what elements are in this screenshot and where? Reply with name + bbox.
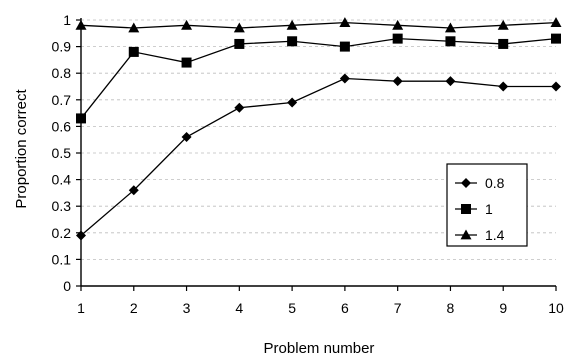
data-point-square xyxy=(551,33,561,44)
y-tick-label: 0.1 xyxy=(52,251,72,267)
x-tick-label: 2 xyxy=(130,300,138,316)
data-point-square xyxy=(498,38,509,49)
data-point-square xyxy=(445,36,456,47)
y-tick-label: 0.2 xyxy=(52,225,72,241)
data-point-triangle xyxy=(392,19,404,30)
series-line-diamond xyxy=(80,77,556,236)
x-tick-label: 5 xyxy=(288,300,296,316)
data-point-diamond xyxy=(551,81,561,92)
legend-entry: 1.4 xyxy=(455,227,505,243)
y-axis-title: Proportion correct xyxy=(13,89,30,209)
y-tick-label: 0 xyxy=(63,278,71,294)
grid-layer xyxy=(81,19,556,260)
data-point-square xyxy=(339,41,350,52)
x-axis-title: Problem number xyxy=(264,340,375,357)
y-tick-label: 0.8 xyxy=(52,65,72,81)
data-point-triangle xyxy=(550,17,562,28)
data-point-diamond xyxy=(128,185,139,196)
legend-marker-triangle xyxy=(460,229,472,240)
data-point-square xyxy=(128,46,139,57)
data-point-triangle xyxy=(181,19,193,30)
data-point-diamond xyxy=(234,102,245,113)
y-tick-label: 0.6 xyxy=(52,118,72,134)
series-line-square xyxy=(80,37,557,119)
data-point-diamond xyxy=(392,76,403,87)
legend-entry: 0.8 xyxy=(455,175,505,191)
x-tick-label: 4 xyxy=(235,300,243,316)
x-tick-label: 8 xyxy=(447,300,455,316)
x-tick-label: 9 xyxy=(499,300,507,316)
data-point-square xyxy=(181,57,192,68)
series-layer xyxy=(75,17,562,241)
legend: 0.8 1 1.4 xyxy=(446,163,528,247)
x-tick-label: 7 xyxy=(394,300,402,316)
data-point-square xyxy=(392,33,403,44)
data-point-square xyxy=(234,38,245,49)
legend-marker-diamond xyxy=(461,178,471,188)
ticks-layer: 0 0.1 0.2 0.3 0.4 0.5 0.6 0.7 0.8 0.9 1 1 2 3 4 5 6 7 8 9 10 xyxy=(52,12,564,316)
legend-label: 0.8 xyxy=(485,175,505,191)
y-tick-label: 0.5 xyxy=(52,145,72,161)
y-tick-label: 1 xyxy=(63,12,71,28)
y-tick-label: 0.4 xyxy=(52,172,72,188)
data-point-diamond xyxy=(287,97,298,108)
data-point-triangle xyxy=(128,22,140,33)
data-point-square xyxy=(76,113,86,124)
data-point-diamond xyxy=(339,73,350,84)
legend-label: 1 xyxy=(485,201,493,217)
data-point-triangle xyxy=(286,19,298,30)
y-tick-label: 0.9 xyxy=(52,39,72,55)
series-diamond xyxy=(76,73,561,241)
data-point-diamond xyxy=(76,230,86,241)
data-point-triangle xyxy=(444,22,456,33)
y-tick-label: 0.7 xyxy=(52,92,72,108)
legend-box xyxy=(446,163,528,247)
data-point-diamond xyxy=(498,81,509,92)
data-point-square xyxy=(287,36,298,47)
x-tick-label: 10 xyxy=(548,300,564,316)
data-point-triangle xyxy=(339,17,351,28)
series-line-triangle xyxy=(80,22,557,29)
series-triangle xyxy=(75,17,562,33)
x-tick-label: 3 xyxy=(183,300,191,316)
x-tick-label: 1 xyxy=(77,300,85,316)
axes-layer xyxy=(80,18,556,287)
data-point-triangle xyxy=(497,19,509,30)
y-tick-label: 0.3 xyxy=(52,198,72,214)
data-point-diamond xyxy=(445,76,456,87)
series-square xyxy=(76,33,561,124)
legend-label: 1.4 xyxy=(485,227,505,243)
data-point-diamond xyxy=(181,132,192,143)
legend-marker-square xyxy=(461,204,471,214)
data-point-triangle xyxy=(233,22,245,33)
legend-entry: 1 xyxy=(455,201,493,217)
data-point-triangle xyxy=(75,19,87,30)
x-tick-label: 6 xyxy=(341,300,349,316)
